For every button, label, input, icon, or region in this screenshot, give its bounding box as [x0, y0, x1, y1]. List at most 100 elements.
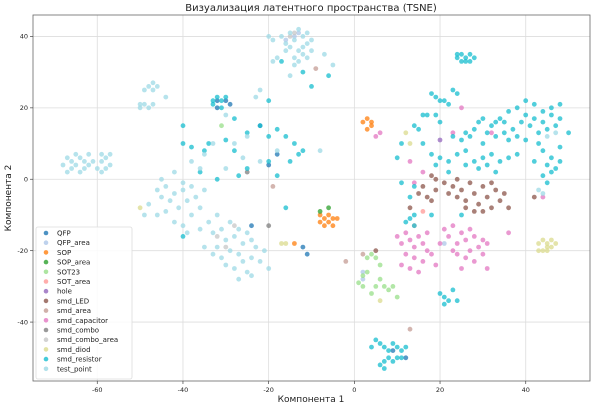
- data-point: [549, 169, 554, 175]
- legend-item: SOP_area: [43, 259, 90, 267]
- data-point: [493, 187, 499, 193]
- series-qfp-area: [283, 30, 447, 282]
- data-point: [287, 34, 293, 39]
- data-point: [454, 241, 460, 246]
- data-point: [274, 55, 280, 61]
- data-point: [99, 151, 104, 157]
- legend-label: test_point: [57, 365, 92, 373]
- data-point: [441, 241, 447, 246]
- data-point: [454, 251, 460, 257]
- data-point: [471, 126, 477, 132]
- data-point: [416, 269, 421, 275]
- data-point: [420, 184, 426, 189]
- data-point: [476, 244, 481, 250]
- data-point: [437, 291, 443, 296]
- data-point: [236, 251, 242, 257]
- data-point: [317, 212, 323, 218]
- data-point: [433, 162, 439, 168]
- data-point: [411, 212, 417, 218]
- data-point: [227, 248, 233, 254]
- data-point: [420, 169, 426, 175]
- data-point: [184, 198, 190, 204]
- data-point: [531, 101, 537, 107]
- data-point: [142, 212, 147, 218]
- data-point: [450, 223, 456, 229]
- data-point: [189, 184, 194, 189]
- data-point: [471, 191, 477, 196]
- data-point: [553, 130, 559, 136]
- data-point: [343, 259, 349, 264]
- data-point: [189, 144, 194, 150]
- data-point: [463, 148, 469, 154]
- chart-title: Визуализация латентного пространства (TS…: [185, 3, 437, 14]
- data-point: [403, 130, 409, 136]
- data-point: [146, 201, 152, 207]
- data-point: [364, 116, 370, 121]
- series-qfp: [214, 98, 409, 361]
- data-point: [441, 294, 447, 300]
- data-point: [557, 144, 563, 150]
- data-point: [463, 237, 469, 243]
- data-point: [450, 248, 456, 254]
- data-point: [296, 59, 301, 64]
- data-point: [249, 255, 254, 261]
- data-point: [394, 294, 400, 300]
- data-point: [103, 155, 109, 161]
- data-point: [283, 41, 289, 46]
- data-point: [523, 137, 529, 143]
- data-point: [292, 141, 297, 146]
- data-point: [240, 241, 246, 246]
- data-point: [411, 223, 417, 229]
- data-point: [484, 266, 490, 271]
- data-point: [394, 234, 400, 239]
- data-point: [476, 166, 481, 171]
- data-point: [154, 187, 160, 193]
- data-point: [364, 126, 370, 132]
- data-point: [467, 180, 473, 186]
- data-point: [180, 123, 186, 129]
- data-point: [480, 251, 486, 257]
- legend-item: QFP: [43, 230, 71, 238]
- data-point: [99, 159, 104, 164]
- data-point: [471, 234, 477, 239]
- data-point: [180, 187, 186, 193]
- data-point: [86, 162, 92, 168]
- data-point: [394, 355, 400, 361]
- data-point: [420, 259, 426, 264]
- data-point: [463, 162, 469, 168]
- data-point: [206, 141, 212, 146]
- data-point: [497, 159, 503, 164]
- data-point: [154, 84, 160, 89]
- legend-label: smd_capacitor: [57, 317, 108, 325]
- data-point: [296, 30, 301, 36]
- data-point: [446, 191, 451, 196]
- legend-label: smd_diod: [57, 346, 91, 354]
- data-point: [459, 187, 464, 193]
- data-point: [223, 244, 229, 250]
- data-point: [223, 94, 229, 100]
- data-point: [364, 255, 370, 261]
- legend-item: QFP_area: [43, 239, 90, 247]
- data-point: [292, 55, 297, 61]
- data-point: [249, 223, 254, 229]
- legend-label: smd_area: [57, 307, 91, 315]
- data-point: [471, 209, 477, 214]
- data-point: [369, 291, 374, 296]
- data-point: [262, 248, 267, 254]
- data-point: [266, 266, 272, 271]
- data-point: [459, 137, 464, 143]
- data-point: [429, 173, 434, 179]
- data-point: [214, 244, 220, 250]
- points-layer: [60, 26, 571, 371]
- legend-item: test_point: [43, 365, 92, 373]
- data-point: [450, 184, 456, 189]
- data-point: [244, 169, 250, 175]
- data-point: [219, 226, 224, 232]
- data-point: [172, 191, 177, 196]
- data-point: [450, 287, 456, 293]
- data-point: [287, 73, 293, 79]
- legend-label: smd_combo: [57, 327, 99, 335]
- data-point: [266, 98, 272, 104]
- data-point: [433, 187, 439, 193]
